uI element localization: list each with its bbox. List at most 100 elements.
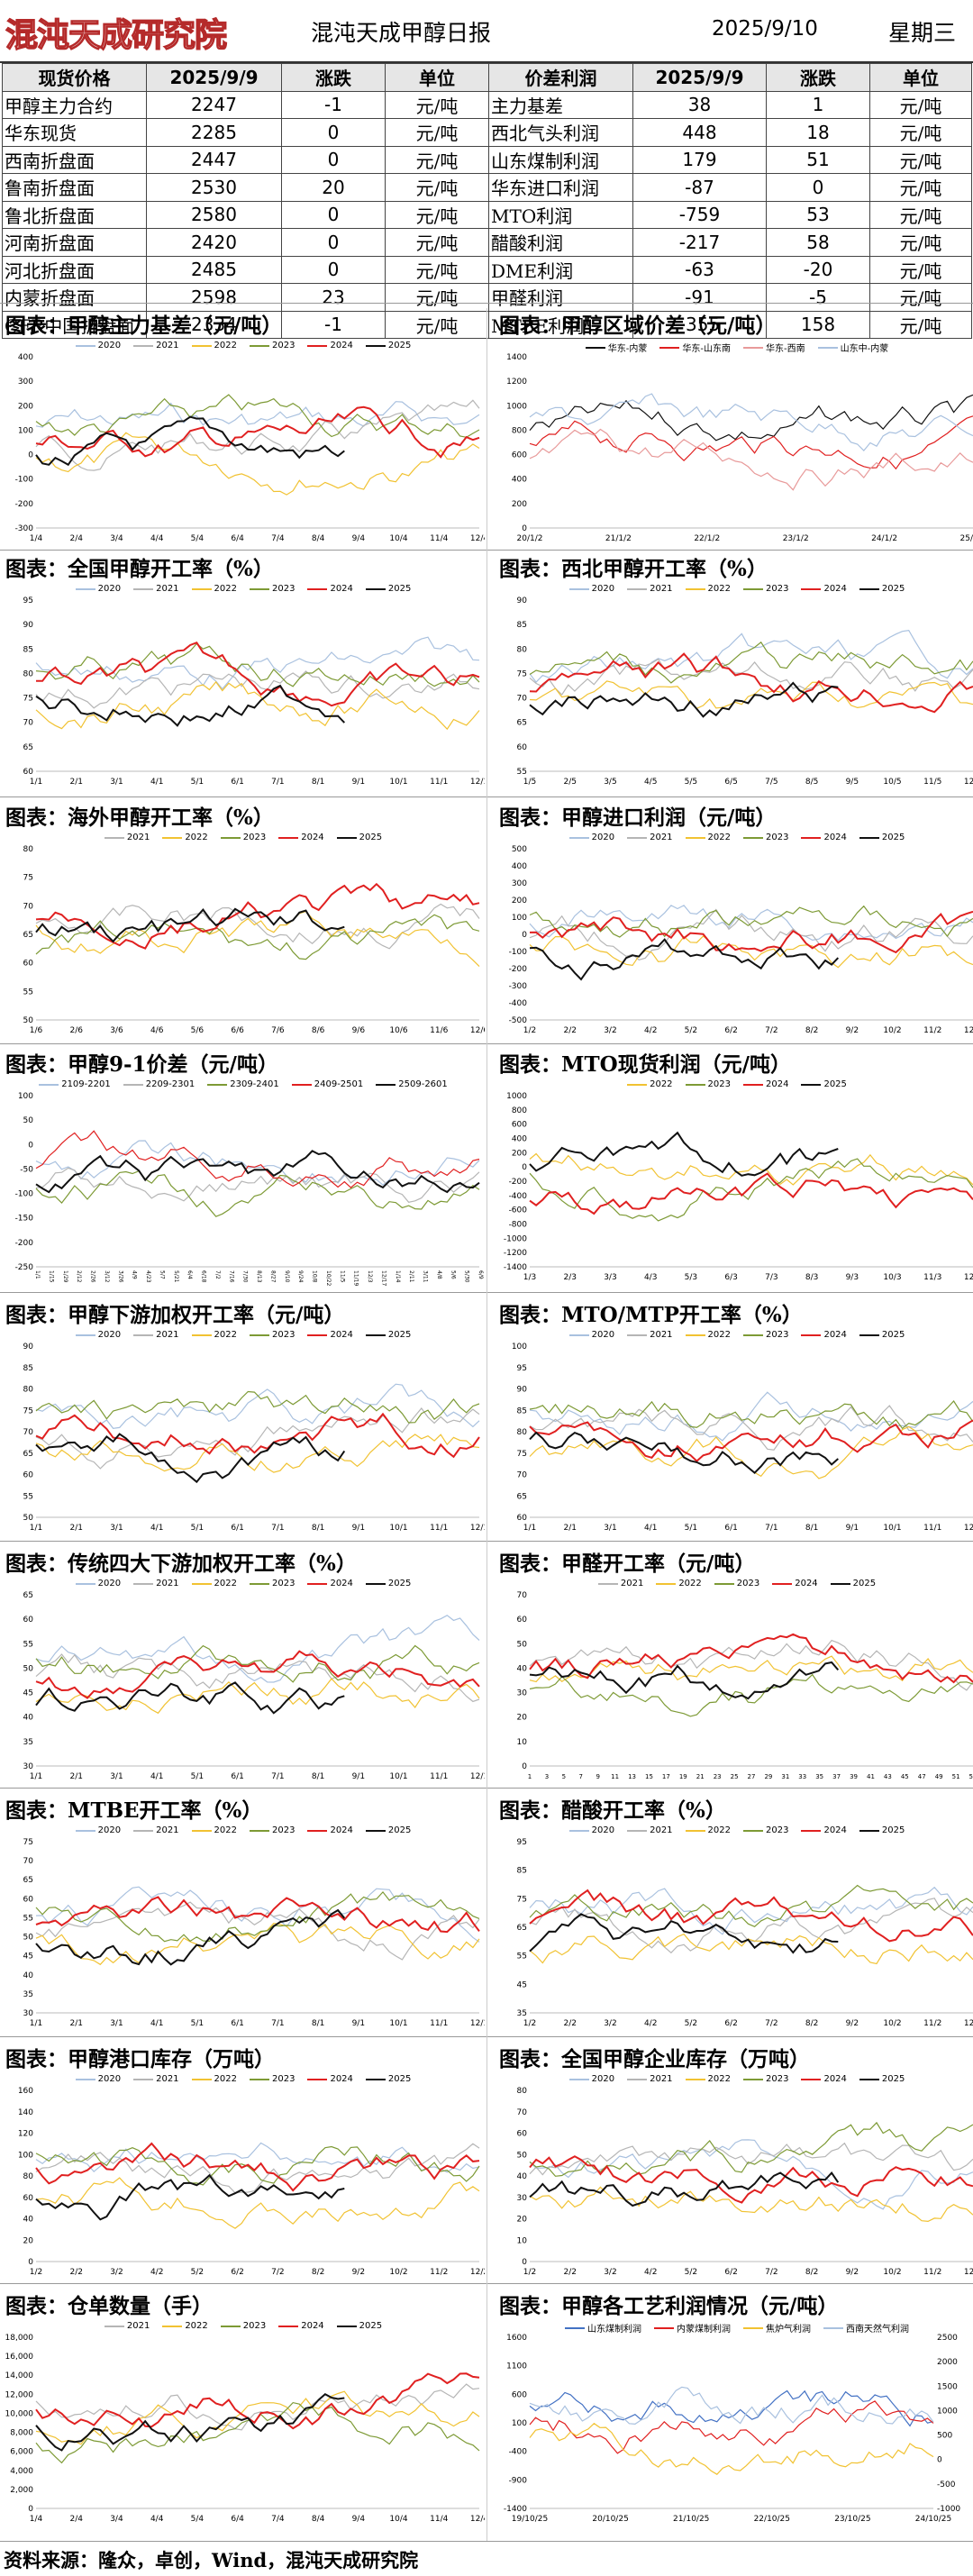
x-tick-label: 5/6	[191, 1026, 205, 1035]
table-header-cell: 单位	[385, 63, 489, 92]
series-line	[529, 641, 973, 684]
legend-swatch	[627, 1083, 648, 1086]
table-cell: 元/吨	[385, 90, 489, 119]
chart-title: 图表：MTO现货利润（元/吨）	[499, 1052, 792, 1077]
chart-plot: 90 85 80 75 70 65 60 551/5 2/5 3/5 4/5 5/5 6/5 7/5 8/5…	[517, 596, 973, 787]
chart-legend: 2020 2021 2022 2023 2024 2025	[2, 2074, 485, 2084]
y-tick-label: 0	[522, 524, 527, 533]
y-tick-label: 80	[23, 2172, 34, 2181]
legend-label: 2023	[242, 2321, 267, 2331]
legend-swatch	[801, 587, 822, 590]
y-tick-label: 80	[23, 845, 34, 854]
table-cell: 51	[766, 145, 870, 174]
legend-item: 2025	[365, 584, 412, 594]
y-right-tick-label: 1500	[937, 2382, 958, 2391]
series-line	[35, 636, 480, 690]
legend-swatch	[627, 2078, 648, 2080]
y-tick-label: 1000	[506, 402, 527, 411]
legend-item: 2022	[191, 2074, 237, 2084]
legend-item: 2022	[685, 1330, 731, 1340]
x-tick-label: 7/5	[765, 778, 777, 787]
y-tick-label: 70	[517, 1471, 528, 1480]
x-tick-label: 11/6	[430, 1026, 448, 1035]
table-cell: 2598	[146, 283, 282, 312]
legend-label: 2023	[766, 584, 789, 594]
x-tick-label: 4/2	[644, 1026, 657, 1035]
series-line	[529, 2389, 934, 2427]
legend-label: 2021	[650, 584, 673, 594]
y-tick-label: 200	[512, 500, 527, 509]
x-tick-label: 2/26	[90, 1270, 96, 1283]
table-row: 鲁北折盘面 2580 0 元/吨 MTO利润 -759 53 元/吨	[2, 200, 972, 229]
y-right-tick-label: 2000	[937, 2358, 958, 2367]
legend-swatch	[743, 2078, 763, 2080]
chart-title: 图表：MTBE开工率（%）	[5, 1798, 263, 1823]
legend-swatch	[685, 1829, 705, 1832]
series-line	[35, 2145, 480, 2186]
legend-item: 2023	[250, 2074, 295, 2084]
legend-label: 内蒙煤制利润	[677, 2325, 731, 2335]
series-line	[529, 1431, 839, 1475]
y-tick-label: 600	[512, 1121, 527, 1130]
x-tick-label: 1/1	[34, 1270, 41, 1279]
x-tick-label: 5/3	[685, 1273, 697, 1282]
x-tick-label: 7/1	[271, 778, 284, 787]
legend-item: 2024	[307, 584, 353, 594]
table-cell: MTBE利润	[488, 310, 633, 339]
legend-item: 2022	[191, 1825, 237, 1835]
legend-label: 2025	[852, 1579, 877, 1588]
legend-swatch	[830, 1582, 850, 1585]
y-tick-label: 65	[23, 1450, 33, 1459]
y-tick-label: 10,000	[5, 2409, 34, 2418]
legend-swatch	[250, 1334, 269, 1336]
legend-item: 2024	[801, 833, 847, 842]
x-tick-label: 12/1	[470, 778, 485, 787]
legend-label: 2023	[707, 1079, 731, 1089]
legend-label: 2020	[97, 1825, 122, 1835]
x-tick-label: 1/29	[62, 1270, 68, 1283]
legend-swatch	[568, 2078, 589, 2080]
table-cell: 元/吨	[385, 118, 489, 147]
x-tick-label: 5/1	[191, 778, 204, 787]
table-cell: 元/吨	[869, 310, 972, 339]
table-cell: 2485	[146, 255, 282, 284]
x-tick-label: 6/1	[231, 1524, 243, 1533]
section-divider	[0, 303, 973, 304]
legend-label: 华东-山东南	[682, 344, 731, 354]
series-line	[529, 415, 973, 470]
price-table: 现货价格 2025/9/9 涨跌 单位 价差利润 2025/9/9 涨跌 单位 甲醇主力合约 22…	[2, 63, 972, 339]
legend-label: 2022	[214, 341, 237, 350]
legend-item: 2025	[801, 1079, 847, 1089]
x-tick-label: 15	[645, 1773, 653, 1780]
legend-item: 2021	[597, 1579, 643, 1588]
legend-item: 2024	[307, 2074, 353, 2084]
chart-title: 图表：甲醇进口利润（元/吨）	[499, 806, 777, 830]
x-tick-label: 8/2	[805, 1026, 818, 1035]
legend-label: 2020	[97, 2074, 122, 2084]
series-line	[35, 907, 345, 943]
series-line	[529, 1913, 839, 1954]
y-right-tick-label: 500	[937, 2432, 952, 2441]
x-tick-label: 7/2	[214, 1270, 221, 1279]
legend-swatch	[743, 2326, 763, 2329]
table-cell: 20	[281, 173, 386, 202]
legend-item: 2023	[250, 584, 295, 594]
legend-swatch	[823, 2326, 843, 2329]
series-line	[35, 680, 480, 731]
x-tick-label: 11/5	[339, 1270, 345, 1283]
legend-swatch	[743, 1083, 763, 1086]
legend-item: 2023	[714, 1579, 759, 1588]
legend-swatch	[743, 346, 763, 349]
y-tick-label: 85	[517, 1406, 527, 1415]
y-tick-label: -500	[509, 1016, 528, 1025]
legend-label: 2023	[766, 1330, 789, 1340]
series-line	[35, 1383, 480, 1429]
chart-panel: 图表：全国甲醇企业库存（万吨） 2020 2021 2022 2023 2024 2025 8…	[496, 2042, 973, 2285]
table-cell: 元/吨	[869, 228, 972, 257]
x-tick-label: 43	[884, 1773, 892, 1780]
x-tick-label: 2/2	[563, 1026, 576, 1035]
legend-swatch	[307, 2078, 328, 2080]
legend-swatch	[39, 1083, 59, 1086]
legend-label: 2025	[387, 584, 412, 594]
table-cell: 元/吨	[869, 145, 972, 174]
